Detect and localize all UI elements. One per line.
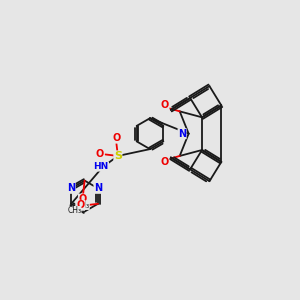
Text: O: O — [78, 194, 87, 204]
Text: N: N — [67, 183, 75, 193]
Text: CH₃: CH₃ — [76, 201, 90, 210]
Text: O: O — [76, 200, 85, 210]
Text: O: O — [96, 149, 104, 160]
Text: O: O — [161, 100, 169, 110]
Text: HN: HN — [93, 162, 109, 171]
Text: CH₃: CH₃ — [67, 206, 81, 215]
Text: N: N — [94, 183, 102, 193]
Text: O: O — [161, 157, 169, 167]
Text: N: N — [178, 129, 186, 139]
Text: O: O — [112, 133, 121, 143]
Text: S: S — [114, 151, 122, 161]
